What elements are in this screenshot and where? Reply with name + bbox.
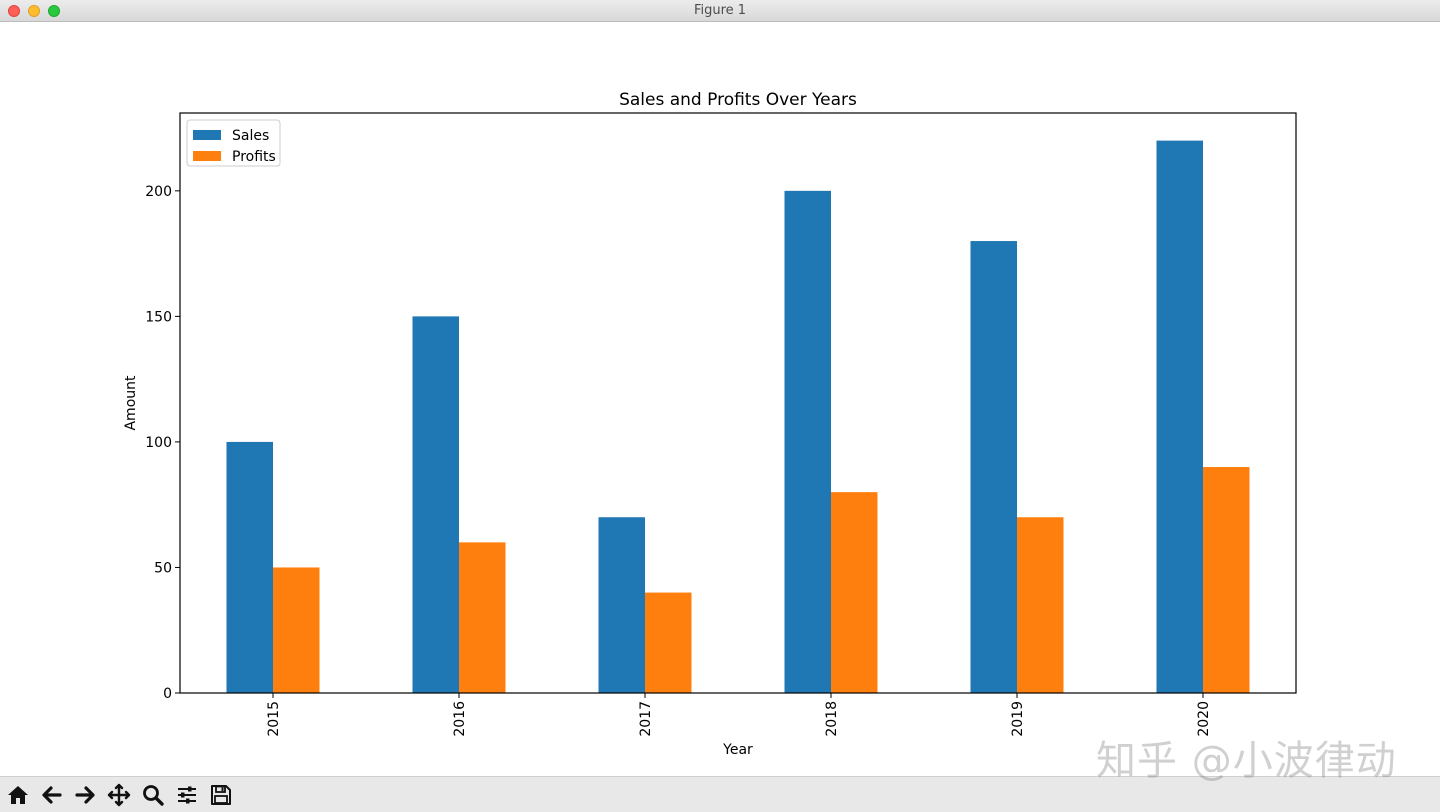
save-button[interactable] [206, 780, 236, 810]
x-tick-label: 2016 [452, 701, 468, 737]
minimize-window-button[interactable] [28, 5, 40, 17]
arrow-right-icon [75, 786, 95, 804]
window-titlebar: Figure 1 [0, 0, 1440, 22]
x-tick-label: 2015 [266, 701, 282, 737]
y-axis-label: Amount [123, 375, 139, 431]
y-tick-label: 150 [145, 309, 172, 325]
bar-sales-2017 [598, 517, 645, 693]
home-button[interactable] [3, 780, 33, 810]
y-tick-label: 50 [154, 560, 172, 576]
bar-sales-2020 [1156, 140, 1203, 694]
pan-button[interactable] [104, 780, 134, 810]
magnifier-icon [143, 785, 164, 806]
home-icon [8, 786, 28, 804]
x-tick-label: 2020 [1196, 701, 1212, 737]
bar-sales-2018 [784, 190, 831, 693]
close-window-button[interactable] [8, 5, 20, 17]
chart-title: Sales and Profits Over Years [619, 90, 857, 110]
bar-profits-2015 [273, 567, 320, 693]
plot-area [180, 113, 1296, 693]
bar-profits-2018 [831, 492, 878, 693]
bar-profits-2020 [1203, 467, 1250, 693]
sliders-icon [178, 786, 196, 804]
forward-button[interactable] [70, 780, 100, 810]
bar-sales-2015 [226, 441, 273, 693]
bar-sales-2016 [412, 316, 459, 693]
bar-profits-2017 [645, 592, 692, 693]
arrow-left-icon [42, 786, 62, 804]
bar-chart: 2015 2016 2017 2018 2019 2020 0 50 100 150 200 Sale… [123, 90, 1297, 758]
watermark-text: 知乎 @小波律动 [1096, 738, 1397, 784]
x-tick-label: 2018 [824, 701, 840, 737]
legend-label-sales: Sales [232, 128, 269, 144]
floppy-disk-icon [211, 785, 231, 805]
bar-profits-2016 [459, 542, 506, 693]
y-tick-label: 200 [145, 184, 172, 200]
maximize-window-button[interactable] [48, 5, 60, 17]
x-tick-label: 2017 [638, 701, 654, 737]
configure-subplots-button[interactable] [172, 780, 202, 810]
x-axis-label: Year [722, 742, 753, 758]
figure-canvas: 2015 2016 2017 2018 2019 2020 0 50 100 150 200 Sale… [0, 22, 1440, 776]
legend-label-profits: Profits [232, 149, 276, 165]
window-title: Figure 1 [693, 3, 747, 18]
navigation-toolbar [0, 776, 1440, 812]
bar-profits-2019 [1017, 517, 1064, 693]
bar-sales-2019 [970, 241, 1017, 693]
x-tick-label: 2019 [1010, 701, 1026, 737]
zoom-button[interactable] [138, 780, 168, 810]
y-tick-label: 0 [163, 686, 172, 702]
move-icon [107, 783, 131, 807]
axes-frame [179, 112, 1297, 694]
y-tick-label: 100 [145, 435, 172, 451]
legend-swatch-profits [193, 151, 221, 161]
back-button[interactable] [37, 780, 67, 810]
legend-swatch-sales [193, 130, 221, 140]
